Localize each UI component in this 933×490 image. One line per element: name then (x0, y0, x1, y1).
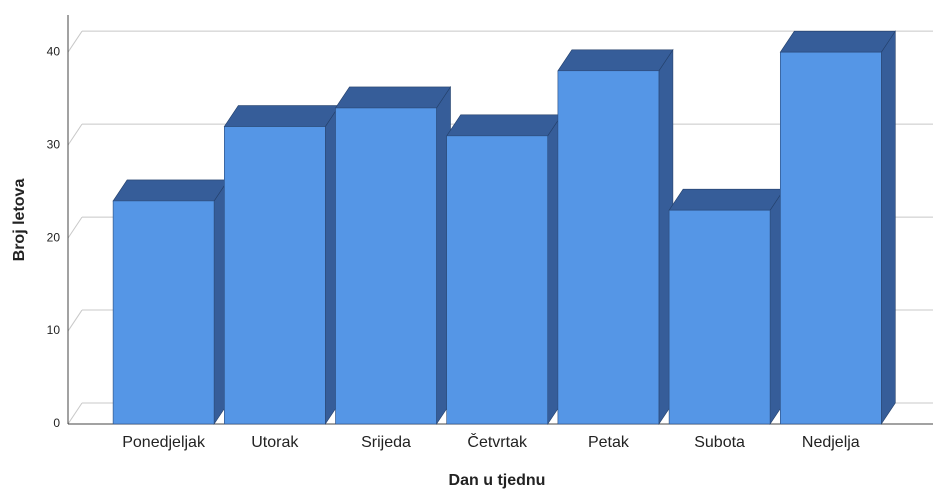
bar (557, 70, 660, 425)
bar (668, 209, 771, 425)
x-axis-title: Dan u tjednu (449, 472, 546, 489)
y-tick-label: 10 (47, 323, 61, 337)
grid-line (67, 309, 83, 332)
bar (779, 51, 882, 425)
bar (335, 107, 437, 425)
x-tick-label: Nedjelja (802, 434, 860, 451)
x-tick-label: Petak (588, 434, 630, 451)
bar (112, 200, 215, 425)
x-tick-label: Četvrtak (467, 432, 528, 451)
bar-top (668, 188, 785, 211)
x-tick-label: Utorak (251, 434, 299, 451)
bar (224, 126, 326, 425)
y-tick-label: 40 (47, 44, 61, 58)
bar-top (779, 30, 896, 53)
y-tick-label: 0 (53, 416, 60, 430)
y-axis-title: Broj letova (11, 179, 28, 262)
bar-top (112, 179, 229, 202)
bar-top (446, 114, 563, 137)
grid-line (67, 123, 83, 146)
bar-side (880, 30, 896, 425)
bar-top (223, 105, 340, 127)
y-tick-label: 20 (47, 230, 61, 244)
grid-line (67, 30, 83, 53)
x-tick-label: Subota (694, 434, 745, 451)
bar (446, 135, 549, 425)
y-tick-label: 30 (47, 137, 61, 151)
bar-top (557, 49, 674, 72)
x-tick-label: Srijeda (361, 434, 411, 451)
x-tick-label: Ponedjeljak (122, 434, 206, 451)
grid-line (67, 216, 83, 239)
grid-line (67, 402, 83, 425)
bar-top (334, 86, 452, 109)
